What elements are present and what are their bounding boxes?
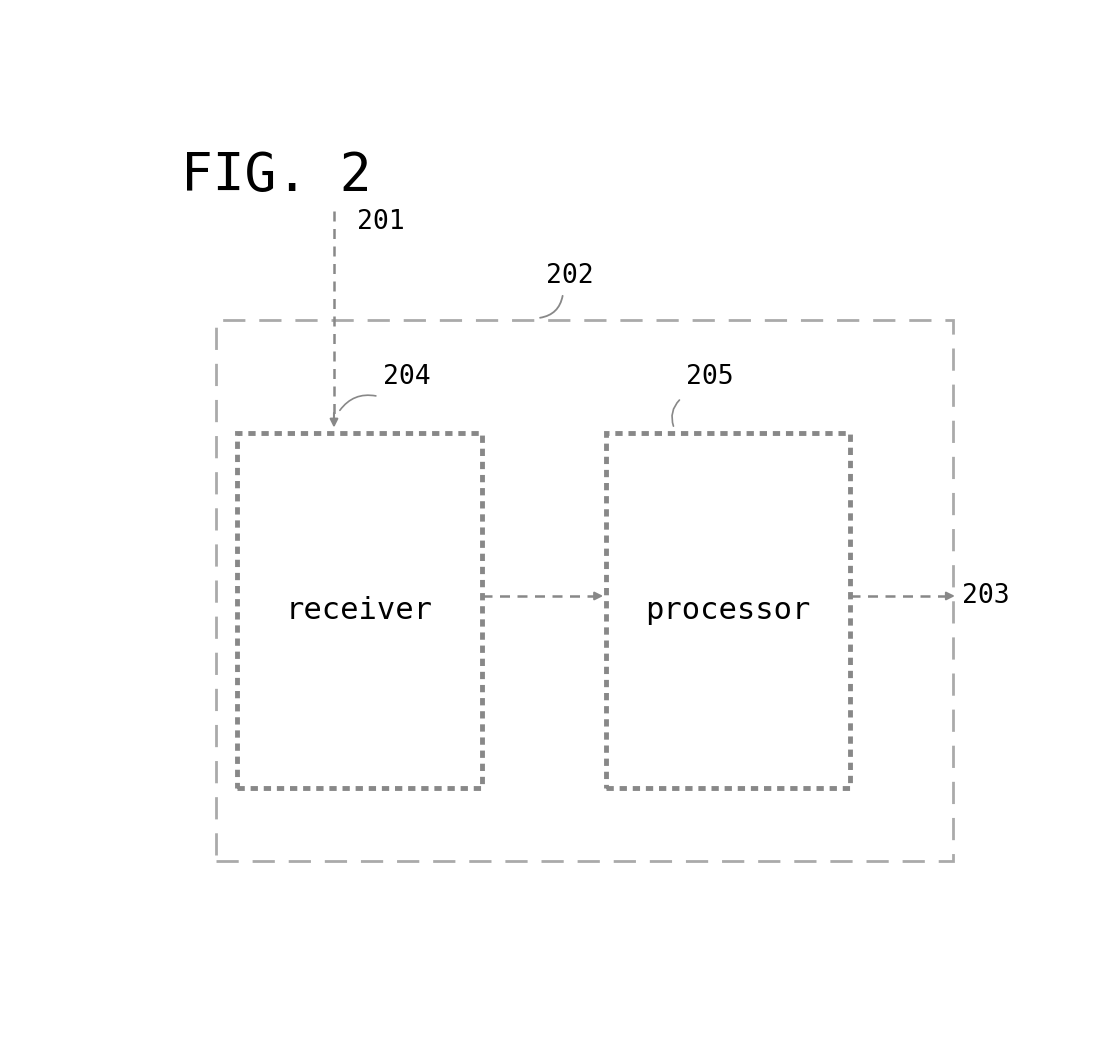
Text: 204: 204 [383, 364, 431, 390]
Text: 202: 202 [546, 263, 593, 290]
Text: processor: processor [645, 596, 811, 625]
Text: 201: 201 [358, 209, 405, 235]
Text: FIG. 2: FIG. 2 [182, 150, 372, 202]
Bar [606, 433, 850, 788]
Text: 203: 203 [962, 583, 1010, 609]
Text: receiver: receiver [286, 596, 433, 625]
Text: 205: 205 [685, 364, 733, 390]
Bar [237, 433, 482, 788]
Bar [216, 320, 953, 861]
